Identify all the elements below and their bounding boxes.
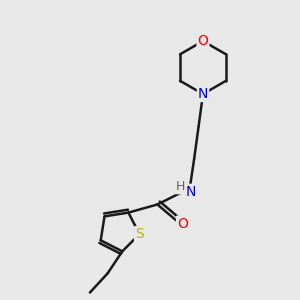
Text: N: N (186, 185, 196, 199)
Text: O: O (177, 217, 188, 231)
Text: N: N (198, 87, 208, 101)
Text: O: O (198, 34, 208, 48)
Text: H: H (176, 180, 185, 193)
Text: S: S (135, 227, 144, 241)
